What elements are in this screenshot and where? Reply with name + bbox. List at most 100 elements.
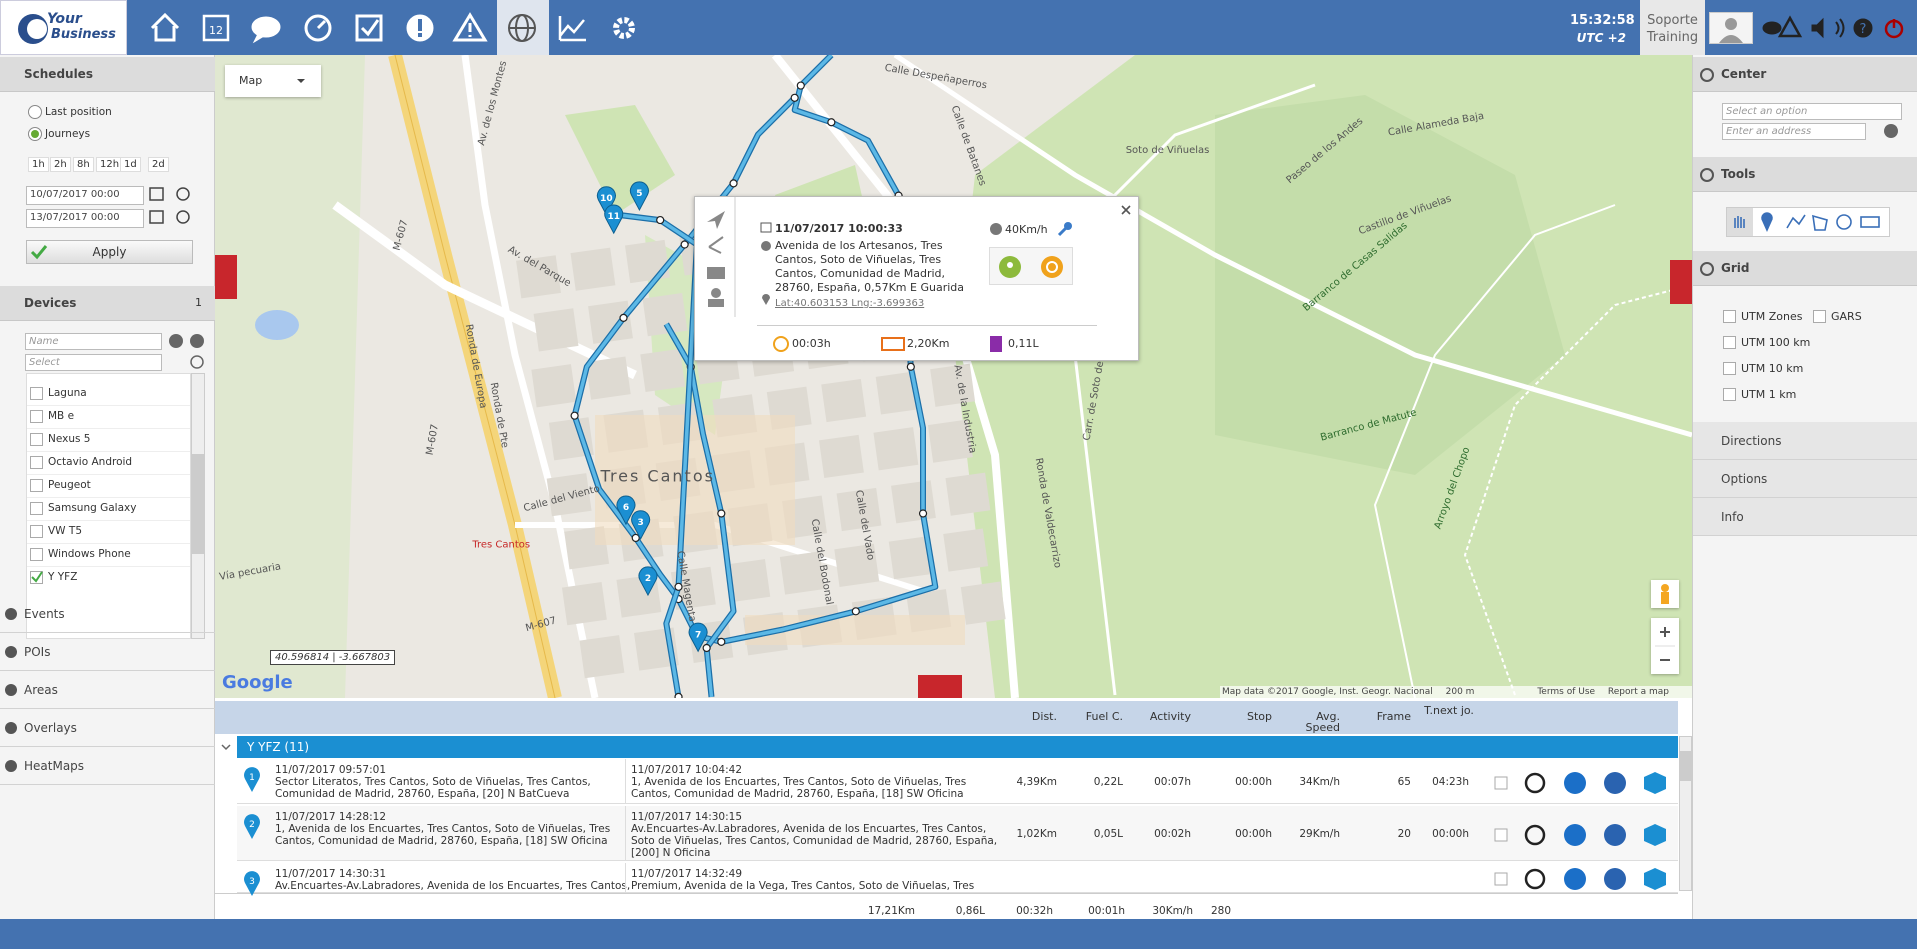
terms[interactable]: Terms of Use [1537,687,1596,697]
row-actions[interactable] [1493,822,1693,848]
grid-checkbox[interactable] [1723,388,1736,401]
center-select[interactable]: Select an option [1722,103,1902,120]
address-input[interactable]: Enter an address [1722,123,1866,140]
cube-icon[interactable] [1644,868,1666,890]
popup-position[interactable]: Lat:40.603153 Lng:-3.699363 [775,298,925,309]
device-checkbox[interactable] [30,456,43,469]
date-icons[interactable] [148,185,198,231]
group-row[interactable] [237,736,1678,758]
table-row[interactable] [237,759,1678,804]
info-icon[interactable] [1564,823,1586,846]
grid-checkbox[interactable] [1723,310,1736,323]
map-marker[interactable] [604,204,624,235]
grid-checkbox[interactable] [1813,310,1826,323]
map-marker[interactable] [688,622,708,653]
info-icon[interactable] [1564,868,1586,890]
range-button[interactable]: 2d [148,157,169,172]
map-marker[interactable] [631,510,651,540]
center-icon[interactable] [1524,772,1546,793]
popup-close[interactable] [1119,203,1133,217]
search-button[interactable] [1883,123,1899,139]
map-marker[interactable] [616,495,636,526]
row-checkbox[interactable] [1494,872,1508,886]
cube-icon[interactable] [1644,823,1666,846]
apply-button[interactable]: Apply [26,240,193,264]
row-actions[interactable] [1493,866,1693,892]
section-row[interactable]: POIs [0,633,215,671]
scrollbar[interactable] [191,373,205,639]
left-toggle[interactable] [215,255,237,299]
table-scrollbar[interactable] [1679,736,1692,891]
table-row[interactable] [237,806,1678,861]
section-row[interactable]: Options [1693,460,1917,498]
range-button[interactable]: 12h [96,157,124,172]
logo[interactable]: Your Business [0,0,127,55]
tool-bar[interactable] [1726,207,1890,237]
table-row[interactable] [237,863,1678,893]
map[interactable]: Calle Despeñaperros Calle de Batanes Calle… [215,55,1692,698]
row-actions[interactable] [1493,770,1693,796]
popup-address: Avenida de los Artesanos, Tres Cantos, So… [775,239,964,295]
section-row[interactable]: Info [1693,498,1917,536]
globe-icon[interactable] [1604,823,1626,846]
street-view[interactable] [1651,580,1679,608]
section-row[interactable]: Directions [1693,422,1917,460]
globe-icon[interactable] [1604,868,1626,890]
header-tools[interactable]: ? [1760,14,1910,44]
bottom-toggle[interactable] [918,675,962,698]
grid-checkbox[interactable] [1723,336,1736,349]
range-button[interactable]: 1d [120,157,141,172]
section-row[interactable]: Areas [0,671,215,709]
cube-icon[interactable] [1644,771,1666,794]
section-header[interactable]: Schedules [0,57,215,92]
radio[interactable] [28,127,42,141]
section-row[interactable]: Events [0,595,215,633]
route-line [611,212,699,698]
center-icon[interactable] [1524,868,1546,890]
section-header[interactable]: Center [1693,57,1917,92]
map-marker[interactable] [629,181,649,212]
row-checkbox[interactable] [1494,776,1508,789]
section-header[interactable]: Tools [1693,157,1917,192]
section-row[interactable]: HeatMaps [0,747,215,785]
collapse-icon[interactable] [219,740,233,754]
range-button[interactable]: 1h [28,157,49,172]
nav-icons[interactable]: 12 [140,0,640,55]
right-toggle[interactable] [1670,260,1692,304]
range-button[interactable]: 8h [73,157,94,172]
user-box[interactable] [1640,0,1705,55]
map-marker[interactable] [596,186,616,216]
zoom-controls[interactable] [1651,618,1679,674]
device-checkbox[interactable] [30,433,43,446]
device-checkbox[interactable] [30,479,43,492]
device-checkbox[interactable] [30,387,43,400]
popup-actions[interactable] [989,247,1073,285]
device-checkbox[interactable] [30,548,43,561]
section-header[interactable]: Devices [0,286,215,321]
center-icon[interactable] [1524,824,1546,845]
globe-icon[interactable] [1604,771,1626,794]
map-type-select[interactable]: Map [225,65,321,97]
key-icon[interactable] [1057,221,1073,237]
date-from[interactable]: 10/07/2017 00:00 [26,186,144,205]
range-button[interactable]: 2h [50,157,71,172]
avatar[interactable] [1709,12,1753,44]
row-checkbox[interactable] [1494,828,1508,841]
section-header[interactable]: Grid [1693,251,1917,286]
map-marker[interactable] [638,566,658,597]
popup-tabs[interactable] [695,197,745,327]
name-filter[interactable]: Name [25,333,162,350]
report[interactable]: Report a map error [1607,687,1669,697]
info-icon[interactable] [1564,771,1586,794]
date-to[interactable]: 13/07/2017 00:00 [26,209,144,228]
grid-checkbox[interactable] [1723,362,1736,375]
device-checkbox[interactable] [30,410,43,423]
section-row[interactable]: Overlays [0,709,215,747]
select-filter[interactable]: Select [25,354,162,371]
device-checkbox[interactable] [30,502,43,515]
start-text: 11/07/2017 14:30:31 [275,868,387,880]
radio[interactable] [28,105,42,119]
device-checkbox[interactable] [30,525,43,538]
filter-icons[interactable] [167,331,207,373]
